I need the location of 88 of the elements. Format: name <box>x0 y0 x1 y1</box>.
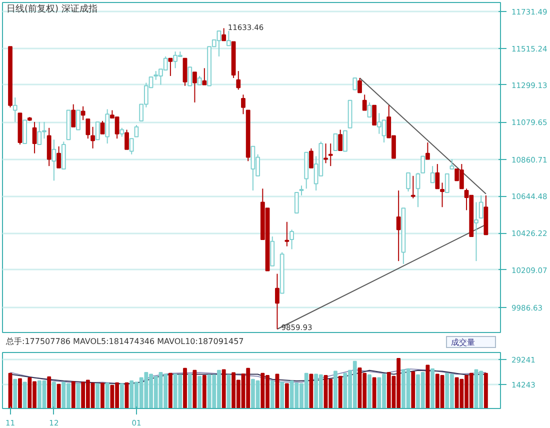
bar <box>22 382 27 408</box>
bar <box>372 377 376 408</box>
candlestick <box>338 129 343 151</box>
bar <box>426 364 430 408</box>
bar <box>284 383 289 408</box>
bar <box>13 378 18 408</box>
chart-title: 总手:177507786 MAVOL5:181474346 MAVOL10:187091457 <box>6 336 244 348</box>
candlestick <box>435 164 440 190</box>
candlestick <box>440 182 444 208</box>
candlestick <box>362 94 367 111</box>
bar <box>280 382 284 408</box>
candlestick <box>333 133 338 151</box>
candlestick <box>420 156 426 174</box>
bar <box>100 382 104 408</box>
candlestick <box>80 106 86 121</box>
candlestick <box>416 172 420 208</box>
candlestick <box>100 120 105 134</box>
candlestick <box>90 126 95 149</box>
bar <box>309 374 314 408</box>
candlestick <box>22 120 28 144</box>
bar <box>96 383 100 408</box>
candlestick <box>328 142 333 167</box>
candlestick <box>226 30 231 46</box>
chart-title: 日线(前复权) 深证成指 <box>6 4 98 14</box>
candlestick <box>52 139 56 182</box>
bar <box>188 374 192 408</box>
text: 成交量 <box>451 337 475 348</box>
candlestick <box>202 68 207 86</box>
bar <box>411 371 416 408</box>
candlestick <box>32 121 37 154</box>
candlestick <box>192 72 197 103</box>
bar <box>367 374 372 408</box>
candlestick <box>358 78 362 94</box>
candlestick <box>86 118 90 140</box>
candlestick <box>134 124 139 138</box>
bar <box>484 372 488 408</box>
candlestick <box>168 58 173 76</box>
bar <box>270 380 274 408</box>
candlestick <box>129 138 134 155</box>
bar <box>198 376 202 408</box>
candlestick <box>352 78 358 90</box>
bar <box>47 376 52 408</box>
candlestick <box>284 221 290 247</box>
candlestick <box>372 104 376 126</box>
candlestick <box>444 173 450 194</box>
bar <box>120 383 124 408</box>
candlestick <box>71 104 76 128</box>
candlestick <box>324 142 328 164</box>
bar <box>168 372 172 408</box>
bar <box>183 368 187 408</box>
candlestick <box>222 28 226 42</box>
candlestick <box>425 142 430 160</box>
candlestick <box>290 229 294 250</box>
candlestick <box>478 194 484 218</box>
candlestick <box>396 190 401 262</box>
candlestick <box>46 127 52 167</box>
candlestick <box>124 129 129 150</box>
bar <box>52 382 56 408</box>
candlestick <box>410 175 416 199</box>
candlestick <box>12 97 18 122</box>
bar <box>430 368 435 408</box>
candlestick <box>76 110 80 130</box>
candlestick <box>294 192 299 214</box>
bar <box>338 376 342 408</box>
candlestick <box>56 146 62 168</box>
candlestick <box>450 158 454 170</box>
candlestick <box>367 102 372 118</box>
bar <box>18 378 22 408</box>
candlestick <box>474 202 478 262</box>
candlestick <box>299 185 304 196</box>
candlestick <box>342 130 348 152</box>
bar <box>226 374 231 408</box>
candlestick <box>406 172 410 192</box>
candlestick <box>95 121 100 140</box>
bar <box>334 370 338 408</box>
candlestick <box>309 148 314 168</box>
candlestick <box>236 70 241 90</box>
candlestick <box>241 94 246 115</box>
candlestick <box>182 58 188 86</box>
candlestick <box>275 273 280 330</box>
bar <box>56 384 61 408</box>
candlestick <box>105 108 110 144</box>
candlestick <box>188 66 192 86</box>
candlestick <box>430 166 435 184</box>
bar <box>222 369 226 408</box>
bar <box>202 374 206 408</box>
bar <box>105 382 110 408</box>
bar <box>71 381 76 408</box>
